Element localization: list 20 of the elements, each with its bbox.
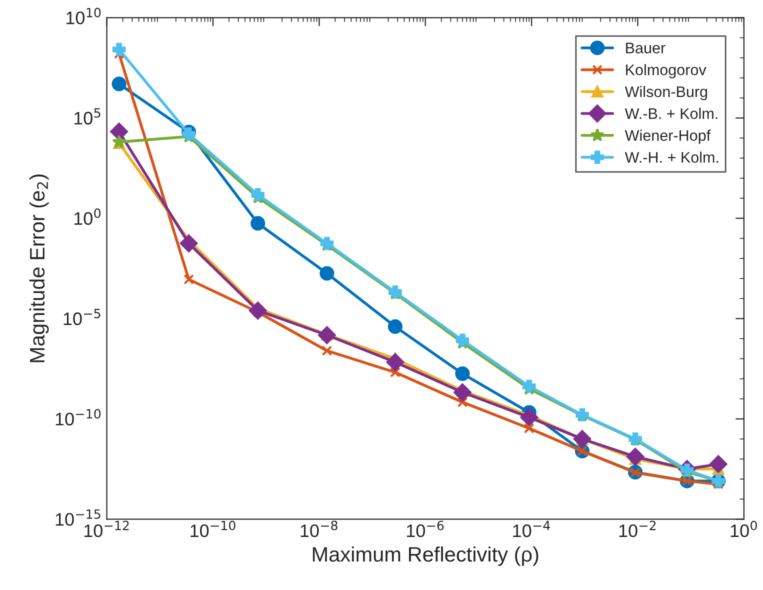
x-tick-label: 10$^{−6}$: [406, 520, 444, 538]
x-axis-title: Maximum Reflectivity (ρ): [312, 546, 538, 566]
y-tick-label: 10$^{5}$: [74, 108, 100, 125]
x-tick-label: 10$^{0}$: [730, 520, 757, 538]
y-tick-label: 10$^{−5}$: [64, 308, 100, 326]
x-tick-label: 10$^{−12}$: [84, 520, 129, 538]
x-tick-label: 10$^{−2}$: [619, 520, 656, 538]
y-axis-title: Magnitude Error (e$_{2}$): [29, 174, 49, 362]
y-tick-label: 10$^{10}$: [66, 8, 101, 24]
legend-label: Bauer: [626, 42, 666, 54]
legend-label: Kolmogorov: [626, 64, 706, 78]
x-tick-label: 10$^{−4}$: [513, 520, 550, 538]
x-tick-label: 10$^{−10}$: [190, 520, 236, 538]
y-tick-label: 10$^{0}$: [74, 208, 101, 225]
legend-label: W.-H. + Kolm.: [624, 152, 718, 163]
legend-label: Wiener-Hopf: [624, 130, 711, 144]
legend-label: W.-B. + Kolm.: [624, 108, 718, 120]
x-tick-label: 10$^{−8}$: [300, 520, 338, 538]
y-tick-label: 10$^{−10}$: [56, 409, 101, 426]
legend-label: Wilson-Burg: [624, 86, 708, 100]
